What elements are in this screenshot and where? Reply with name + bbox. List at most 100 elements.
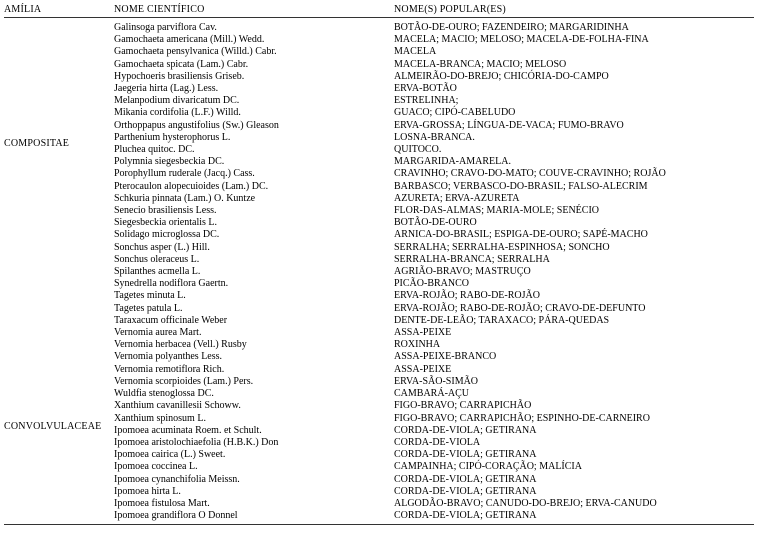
table-header-row: AMÍLIA NOME CIENTÍFICO NOME(S) POPULAR(E… [4, 4, 754, 18]
scientific-name-cell: Ipomoea coccinea L. [114, 461, 394, 473]
scientific-name-cell: Hypochoeris brasiliensis Griseb. [114, 71, 394, 83]
scientific-name-cell: Xanthium cavanillesii Schoww. [114, 400, 394, 412]
popular-name-cell: ERVA-GROSSA; LÍNGUA-DE-VACA; FUMO-BRAVO [394, 120, 754, 132]
popular-name-cell: CORDA-DE-VIOLA; GETIRANA [394, 486, 754, 498]
table-row: Synedrella nodiflora Gaertn.PICÃO-BRANCO [114, 278, 754, 290]
popular-name-cell: SERRALHA-BRANCA; SERRALHA [394, 254, 754, 266]
table-row: Gamochaeta americana (Mill.) Wedd.MACELA… [114, 34, 754, 46]
table-row: Ipomoea aristolochiaefolia (H.B.K.) DonC… [114, 437, 754, 449]
popular-name-cell: DENTE-DE-LEÃO; TARAXACO; PÁRA-QUEDAS [394, 315, 754, 327]
scientific-name-cell: Wuldfia stenoglossa DC. [114, 388, 394, 400]
scientific-name-cell: Tagetes patula L. [114, 303, 394, 315]
popular-name-cell: MARGARIDA-AMARELA. [394, 156, 754, 168]
popular-name-cell: CORDA-DE-VIOLA [394, 437, 754, 449]
scientific-name-cell: Melanpodium divaricatum DC. [114, 95, 394, 107]
scientific-name-cell: Vernomia remotiflora Rich. [114, 364, 394, 376]
popular-name-cell: AZURETA; ERVA-AZURETA [394, 193, 754, 205]
popular-name-cell: CAMPAINHA; CIPÓ-CORAÇÃO; MALÍCIA [394, 461, 754, 473]
scientific-name-cell: Spilanthes acmella L. [114, 266, 394, 278]
table-row: Siegesbeckia orientalis L.BOTÃO-DE-OURO [114, 217, 754, 229]
scientific-name-cell: Ipomoea fistulosa Mart. [114, 498, 394, 510]
popular-name-cell: ASSA-PEIXE-BRANCO [394, 351, 754, 363]
scientific-name-cell: Ipomoea cairica (L.) Sweet. [114, 449, 394, 461]
scientific-name-cell: Jaegeria hirta (Lag.) Less. [114, 83, 394, 95]
table-row: Tagetes minuta L.ERVA-ROJÃO; RABO-DE-ROJ… [114, 290, 754, 302]
popular-name-cell: ESTRELINHA; [394, 95, 754, 107]
scientific-name-cell: Vernomia polyanthes Less. [114, 351, 394, 363]
table-row: Ipomoea hirta L.CORDA-DE-VIOLA; GETIRANA [114, 486, 754, 498]
popular-name-cell: ROXINHA [394, 339, 754, 351]
popular-name-cell: QUITOCO. [394, 144, 754, 156]
scientific-name-cell: Solidago microglossa DC. [114, 229, 394, 241]
species-table: AMÍLIA NOME CIENTÍFICO NOME(S) POPULAR(E… [0, 0, 762, 533]
header-family: AMÍLIA [4, 4, 114, 15]
table-row: Galinsoga parviflora Cav.BOTÃO-DE-OURO; … [114, 22, 754, 34]
table-row: Tagetes patula L.ERVA-ROJÃO; RABO-DE-ROJ… [114, 303, 754, 315]
table-row: Mikania cordifolia (L.F.) Willd.GUACO; C… [114, 107, 754, 119]
scientific-name-cell: Gamochaeta pensylvanica (Willd.) Cabr. [114, 46, 394, 58]
popular-name-cell: MACELA-BRANCA; MACIO; MELOSO [394, 59, 754, 71]
popular-name-cell: BARBASCO; VERBASCO-DO-BRASIL; FALSO-ALEC… [394, 181, 754, 193]
table-row: Orthoppapus angustifolius (Sw.) GleasonE… [114, 120, 754, 132]
table-row: Gamochaeta pensylvanica (Willd.) Cabr.MA… [114, 46, 754, 58]
header-scientific: NOME CIENTÍFICO [114, 4, 394, 15]
scientific-name-cell: Mikania cordifolia (L.F.) Willd. [114, 107, 394, 119]
table-row: Xanthium spinosum L.FIGO-BRAVO; CARRAPIC… [114, 413, 754, 425]
table-row: Ipomoea coccinea L.CAMPAINHA; CIPÓ-CORAÇ… [114, 461, 754, 473]
table-row: Xanthium cavanillesii Schoww.FIGO-BRAVO;… [114, 400, 754, 412]
popular-name-cell: GUACO; CIPÓ-CABELUDO [394, 107, 754, 119]
scientific-name-cell: Ipomoea acuminata Roem. et Schult. [114, 425, 394, 437]
table-row: Vernomia remotiflora Rich.ASSA-PEIXE [114, 364, 754, 376]
popular-name-cell: ALMEIRÃO-DO-BREJO; CHICÓRIA-DO-CAMPO [394, 71, 754, 83]
scientific-name-cell: Gamochaeta spicata (Lam.) Cabr. [114, 59, 394, 71]
bottom-rule [4, 524, 754, 525]
table-row: Melanpodium divaricatum DC.ESTRELINHA; [114, 95, 754, 107]
scientific-name-cell: Polymnia siegesbeckia DC. [114, 156, 394, 168]
scientific-name-cell: Parthenium hysterophorus L. [114, 132, 394, 144]
table-row: Vernomia aurea Mart.ASSA-PEIXE [114, 327, 754, 339]
table-row: Wuldfia stenoglossa DC.CAMBARÁ-AÇU [114, 388, 754, 400]
popular-name-cell: SERRALHA; SERRALHA-ESPINHOSA; SONCHO [394, 242, 754, 254]
popular-name-cell: ERVA-ROJÃO; RABO-DE-ROJÃO [394, 290, 754, 302]
popular-name-cell: ASSA-PEIXE [394, 327, 754, 339]
family-label: CONVOLVULACEAE [4, 421, 101, 432]
scientific-name-cell: Galinsoga parviflora Cav. [114, 22, 394, 34]
table-row: Schkuria pinnata (Lam.) O. KuntzeAZURETA… [114, 193, 754, 205]
popular-name-cell: BOTÃO-DE-OURO; FAZENDEIRO; MARGARIDINHA [394, 22, 754, 34]
table-row: Ipomoea acuminata Roem. et Schult.CORDA-… [114, 425, 754, 437]
popular-name-cell: CORDA-DE-VIOLA; GETIRANA [394, 510, 754, 522]
scientific-name-cell: Pluchea quitoc. DC. [114, 144, 394, 156]
popular-name-cell: MACELA; MACIO; MELOSO; MACELA-DE-FOLHA-F… [394, 34, 754, 46]
popular-name-cell: CORDA-DE-VIOLA; GETIRANA [394, 474, 754, 486]
scientific-name-cell: Ipomoea aristolochiaefolia (H.B.K.) Don [114, 437, 394, 449]
table-row: Sonchus oleraceus L.SERRALHA-BRANCA; SER… [114, 254, 754, 266]
table-row: Ipomoea cairica (L.) Sweet.CORDA-DE-VIOL… [114, 449, 754, 461]
data-rows: Galinsoga parviflora Cav.BOTÃO-DE-OURO; … [114, 22, 754, 522]
popular-name-cell: LOSNA-BRANCA. [394, 132, 754, 144]
scientific-name-cell: Ipomoea hirta L. [114, 486, 394, 498]
table-row: Gamochaeta spicata (Lam.) Cabr.MACELA-BR… [114, 59, 754, 71]
table-row: Ipomoea fistulosa Mart.ALGODÃO-BRAVO; CA… [114, 498, 754, 510]
scientific-name-cell: Ipomoea grandiflora O Donnel [114, 510, 394, 522]
table-row: Vernomia polyanthes Less.ASSA-PEIXE-BRAN… [114, 351, 754, 363]
table-row: Parthenium hysterophorus L.LOSNA-BRANCA. [114, 132, 754, 144]
family-column: COMPOSITAECONVOLVULACEAE [4, 22, 114, 522]
scientific-name-cell: Sonchus asper (L.) Hill. [114, 242, 394, 254]
popular-name-cell: FIGO-BRAVO; CARRAPICHÃO; ESPINHO-DE-CARN… [394, 413, 754, 425]
popular-name-cell: ASSA-PEIXE [394, 364, 754, 376]
table-row: Vernomia scorpioides (Lam.) Pers.ERVA-SÃ… [114, 376, 754, 388]
table-body: COMPOSITAECONVOLVULACEAE Galinsoga parvi… [4, 22, 754, 522]
scientific-name-cell: Vernomia scorpioides (Lam.) Pers. [114, 376, 394, 388]
header-popular: NOME(S) POPULAR(ES) [394, 4, 754, 15]
scientific-name-cell: Tagetes minuta L. [114, 290, 394, 302]
popular-name-cell: ALGODÃO-BRAVO; CANUDO-DO-BREJO; ERVA-CAN… [394, 498, 754, 510]
popular-name-cell: CORDA-DE-VIOLA; GETIRANA [394, 449, 754, 461]
table-row: Senecio brasiliensis Less.FLOR-DAS-ALMAS… [114, 205, 754, 217]
table-row: Polymnia siegesbeckia DC.MARGARIDA-AMARE… [114, 156, 754, 168]
table-row: Hypochoeris brasiliensis Griseb.ALMEIRÃO… [114, 71, 754, 83]
scientific-name-cell: Vernomia herbacea (Vell.) Rusby [114, 339, 394, 351]
table-row: Vernomia herbacea (Vell.) RusbyROXINHA [114, 339, 754, 351]
table-row: Solidago microglossa DC.ARNICA-DO-BRASIL… [114, 229, 754, 241]
table-row: Ipomoea grandiflora O DonnelCORDA-DE-VIO… [114, 510, 754, 522]
scientific-name-cell: Taraxacum officinale Weber [114, 315, 394, 327]
